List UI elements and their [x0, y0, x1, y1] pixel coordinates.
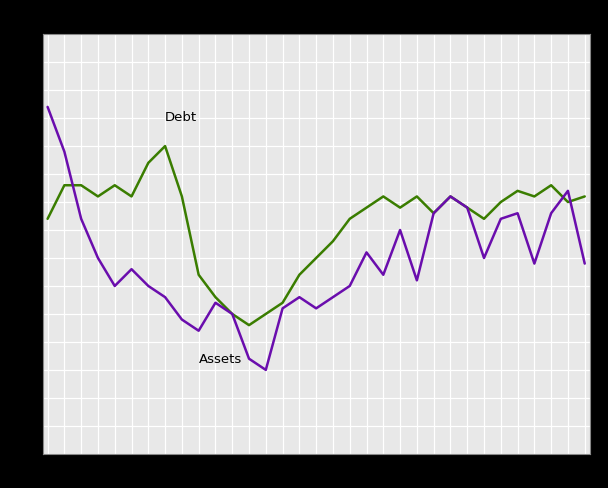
Text: Assets: Assets [199, 353, 242, 366]
Text: Debt: Debt [165, 111, 197, 123]
